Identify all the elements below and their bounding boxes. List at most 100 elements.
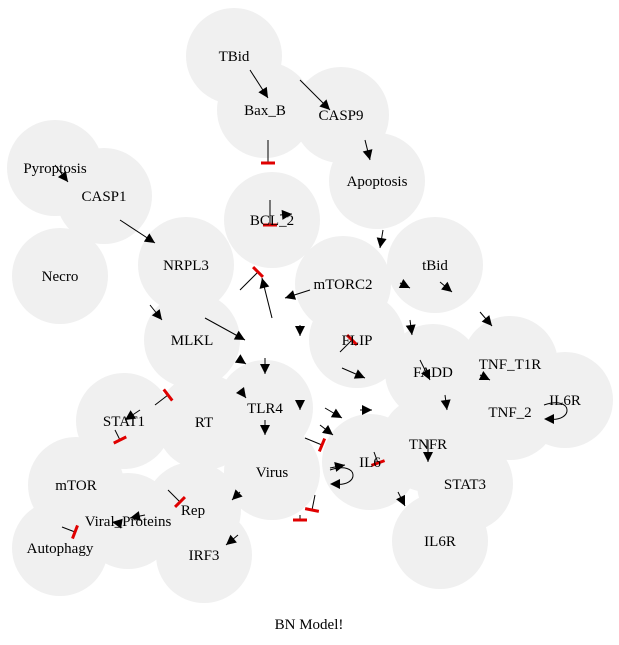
arrow-head [353, 369, 365, 379]
inhibition-bar [345, 333, 359, 347]
arrow-head [421, 368, 430, 380]
edge-activation [341, 367, 366, 379]
node-label-tbid: tBid [422, 258, 448, 274]
node-tbid [387, 217, 483, 313]
arrow-head [405, 324, 416, 335]
node-label-casp1: CASP1 [81, 189, 126, 205]
inhibition-bar [251, 265, 265, 279]
arrow-head [258, 86, 268, 98]
node-label-rt: RT [195, 415, 213, 431]
arrow-head [226, 534, 237, 545]
node-circles [7, 8, 613, 603]
node-label-stat1: STAT1 [103, 414, 145, 430]
node-virus [224, 424, 320, 520]
node-label-fadd: FADD [413, 365, 453, 381]
edge-activation [398, 279, 411, 289]
arrow-head [285, 290, 297, 300]
edge-activation [295, 400, 305, 410]
node-apoptosis [329, 133, 425, 229]
edge-activation [279, 209, 293, 220]
node-labels: TBid Bax_B CASP9 Apoptosis Pyroptosis CASP1 BC… [23, 49, 581, 564]
node-bax-b [217, 62, 313, 158]
edge-inhibition [154, 388, 174, 406]
node-label-bax-b: Bax_B [244, 103, 286, 119]
edge-inhibition [61, 524, 79, 540]
edge-activation [299, 79, 331, 111]
node-autophagy [12, 500, 108, 596]
node-necroptosisx [12, 228, 108, 324]
inhibition-bar [317, 437, 327, 453]
arrow-head [281, 209, 292, 220]
edge-activation [249, 69, 269, 99]
edge-activation [439, 281, 453, 293]
edge-inhibition [113, 429, 127, 445]
node-tnf-2 [462, 364, 558, 460]
edge-activation [204, 317, 246, 341]
edge-activation [260, 420, 270, 435]
edges [54, 69, 568, 546]
edge-activation [376, 229, 387, 249]
arrow-head [478, 371, 490, 380]
node-il6 [322, 414, 418, 510]
arrow-head [130, 511, 141, 521]
node-label-mtorc2: mTORC2 [314, 277, 373, 293]
node-casp1 [56, 148, 152, 244]
node-label-tbid: TBid [219, 49, 250, 65]
node-label-bcl2: BCL_2 [250, 213, 294, 229]
node-label-tnf-t1r: TNF_T1R [479, 357, 542, 373]
arrow-head [362, 149, 373, 160]
edge-activation [129, 511, 146, 521]
edge-activation [319, 424, 334, 436]
node-fadd [385, 324, 481, 420]
edge-activation [362, 139, 373, 161]
edge-inhibition [239, 265, 265, 291]
edge-activation [479, 311, 493, 327]
edge-activation [329, 462, 346, 472]
node-label-irf3: IRF3 [189, 548, 220, 564]
edge-activation [149, 304, 163, 321]
arrow-head [125, 410, 137, 420]
arrow-head [57, 171, 68, 182]
inhibition-bar [162, 388, 174, 402]
arrow-head [234, 354, 246, 364]
node-label-mtor: mTOR [55, 478, 96, 494]
inhibition-bar [113, 435, 127, 445]
node-label-autophagy: Autophagy [27, 541, 94, 557]
arrow-head [236, 387, 246, 398]
edge-inhibition [261, 140, 275, 165]
node-label-il6r-right: IL6R [549, 393, 581, 409]
arrow-head [112, 518, 123, 529]
arrow-head [334, 462, 345, 472]
diagram-title: BN Model! [275, 617, 344, 633]
inhibition-bar [304, 507, 320, 513]
edge-activation [360, 405, 372, 415]
edge-inhibition [339, 333, 359, 353]
node-label-virus: Virus [256, 465, 289, 481]
node-label-viral-proteins: Viral_Proteins [85, 514, 172, 530]
arrow-head [440, 399, 451, 410]
edge-inhibition [370, 451, 386, 467]
edge-activation [111, 518, 123, 529]
arrow-head [322, 424, 333, 435]
edge-activation [54, 164, 69, 183]
inhibition-bar [173, 495, 187, 509]
edge-activation [260, 358, 270, 374]
node-label-il6r: IL6R [424, 534, 456, 550]
node-label-nrpl3: NRPL3 [163, 258, 209, 274]
edge-activation [423, 440, 433, 462]
node-mlkl [144, 292, 240, 388]
node-il6r [392, 493, 488, 589]
node-label-pyroptosis: Pyroptosis [23, 161, 87, 177]
edge-activation [234, 354, 247, 365]
arrow-head [260, 364, 270, 374]
node-bcl2 [224, 172, 320, 268]
edge-activation [396, 491, 406, 507]
node-label-casp9: CASP9 [318, 108, 363, 124]
arrow-head [295, 400, 305, 410]
edge-activation [478, 371, 491, 381]
arrow-head [295, 326, 305, 336]
edge-activation [405, 319, 416, 336]
node-irf3 [156, 507, 252, 603]
arrow-head [260, 425, 270, 435]
node-label-rep: Rep [181, 503, 205, 519]
